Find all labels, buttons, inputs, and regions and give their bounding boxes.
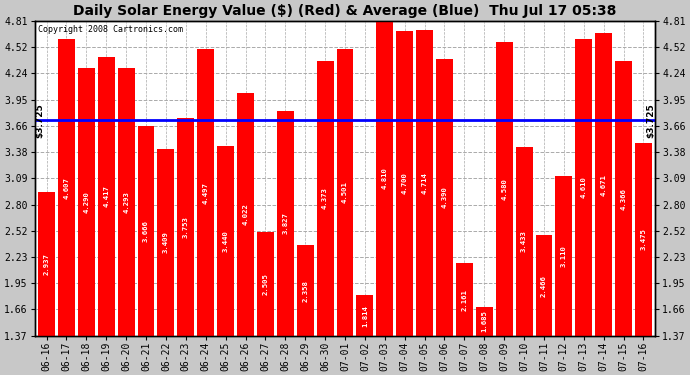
Bar [376,21,393,336]
Text: 4.700: 4.700 [402,172,408,194]
Bar [297,245,314,336]
Bar [575,39,592,336]
Bar [98,57,115,336]
Text: 3.475: 3.475 [640,228,647,251]
Bar [78,68,95,336]
Text: 4.607: 4.607 [63,177,70,198]
Text: 4.714: 4.714 [422,172,428,194]
Text: 3.440: 3.440 [223,230,228,252]
Bar [337,49,353,336]
Bar [317,61,333,336]
Bar [615,62,632,336]
Bar [58,39,75,336]
Bar [237,93,254,336]
Text: 2.358: 2.358 [302,280,308,302]
Text: 1.685: 1.685 [482,310,487,332]
Text: 1.814: 1.814 [362,304,368,327]
Bar [595,33,612,336]
Text: 4.290: 4.290 [83,191,89,213]
Bar [515,147,533,336]
Bar [396,31,413,336]
Text: 4.417: 4.417 [104,185,109,207]
Bar [38,192,55,336]
Text: Copyright 2008 Cartronics.com: Copyright 2008 Cartronics.com [38,26,183,34]
Text: 4.293: 4.293 [123,191,129,213]
Text: 2.161: 2.161 [462,289,467,310]
Bar [635,143,652,336]
Bar [416,30,433,336]
Bar [357,295,373,336]
Text: 3.110: 3.110 [561,245,567,267]
Text: $3.725: $3.725 [35,103,44,138]
Bar [257,232,274,336]
Text: 4.580: 4.580 [501,178,507,200]
Text: 2.505: 2.505 [262,273,268,295]
Bar [197,50,214,336]
Bar [277,111,294,336]
Text: 3.666: 3.666 [143,220,149,242]
Text: 4.610: 4.610 [581,177,586,198]
Text: 2.937: 2.937 [43,253,50,275]
Bar [555,177,572,336]
Bar [436,59,453,336]
Title: Daily Solar Energy Value ($) (Red) & Average (Blue)  Thu Jul 17 05:38: Daily Solar Energy Value ($) (Red) & Ave… [73,4,617,18]
Text: 4.366: 4.366 [620,188,627,210]
Text: 4.671: 4.671 [601,174,607,196]
Text: 4.810: 4.810 [382,167,388,189]
Bar [157,149,175,336]
Text: 3.433: 3.433 [521,231,527,252]
Bar [456,263,473,336]
Text: 4.497: 4.497 [203,182,208,204]
Text: 4.022: 4.022 [242,204,248,225]
Bar [495,42,513,336]
Text: 2.466: 2.466 [541,275,547,297]
Text: 4.390: 4.390 [442,187,448,209]
Bar [118,68,135,336]
Bar [137,126,155,336]
Bar [476,307,493,336]
Text: 3.827: 3.827 [282,212,288,234]
Text: 3.753: 3.753 [183,216,189,238]
Bar [177,118,195,336]
Text: 3.409: 3.409 [163,231,169,254]
Bar [217,146,234,336]
Text: $3.725: $3.725 [646,103,655,138]
Text: 4.373: 4.373 [322,188,328,209]
Text: 4.501: 4.501 [342,182,348,203]
Bar [535,236,553,336]
